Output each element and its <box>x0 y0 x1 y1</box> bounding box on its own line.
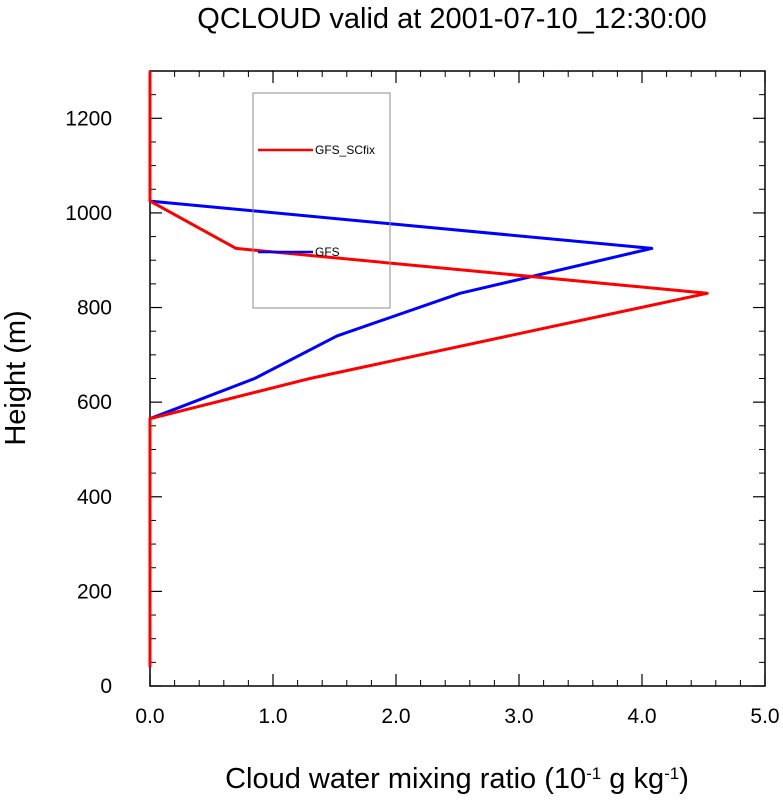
x-tick-label: 4.0 <box>627 705 656 728</box>
legend-label-gfs-scfix: GFS_SCfix <box>315 143 375 157</box>
x-tick-label: 1.0 <box>258 705 287 728</box>
y-tick-label: 1200 <box>65 107 112 130</box>
y-axis-title: Height (m) <box>0 310 32 445</box>
series-line-gfs <box>148 71 654 668</box>
y-tick-label: 1000 <box>65 202 112 225</box>
plot-frame <box>149 70 766 687</box>
x-axis-title: Cloud water mixing ratio (10-1 g kg-1) <box>225 763 689 795</box>
legend: GFS_SCfix GFS <box>252 92 391 309</box>
y-tick-label: 600 <box>77 391 112 414</box>
plot-area <box>149 70 766 687</box>
y-tick-label: 200 <box>77 580 112 603</box>
chart-title: QCLOUD valid at 2001-07-10_12:30:00 <box>197 3 706 35</box>
legend-box <box>252 92 391 309</box>
legend-label-gfs: GFS <box>315 245 340 259</box>
series-line-gfs-scfix <box>148 71 709 668</box>
x-tick-label: 5.0 <box>750 705 779 728</box>
y-tick-label: 400 <box>77 486 112 509</box>
x-tick-label: 3.0 <box>504 705 533 728</box>
y-tick-label: 0 <box>100 675 112 698</box>
y-tick-label: 800 <box>77 297 112 320</box>
x-tick-label: 2.0 <box>381 705 410 728</box>
axis-ticks: 0.0 1.0 2.0 3.0 4.0 5.0 0 200 400 600 800 1000 1200 <box>65 70 780 728</box>
series-group <box>148 71 709 668</box>
x-tick-label: 0.0 <box>135 705 164 728</box>
